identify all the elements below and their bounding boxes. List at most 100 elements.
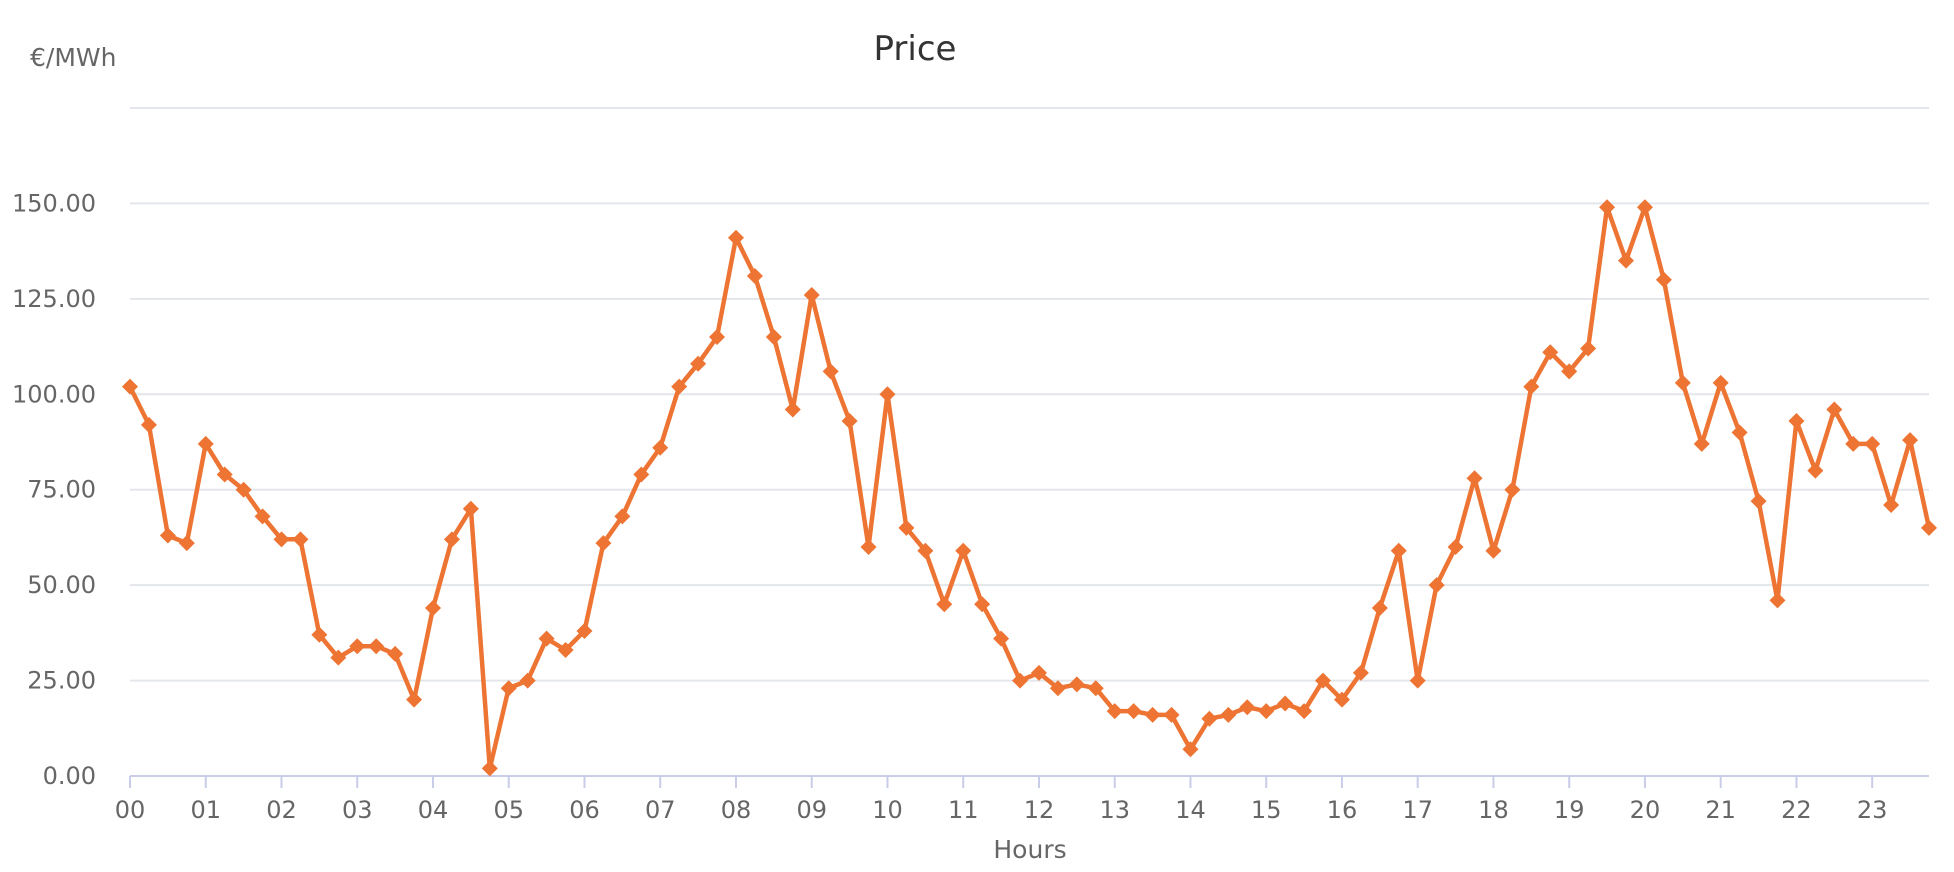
data-point[interactable] (822, 363, 839, 380)
data-point[interactable] (1712, 374, 1729, 391)
data-point[interactable] (1674, 374, 1691, 391)
data-point[interactable] (633, 466, 650, 483)
data-point[interactable] (311, 626, 328, 643)
data-point[interactable] (1807, 462, 1824, 479)
data-point[interactable] (1258, 703, 1275, 720)
data-point[interactable] (671, 378, 688, 395)
data-point[interactable] (1561, 363, 1578, 380)
data-point[interactable] (727, 229, 744, 246)
data-point[interactable] (1580, 340, 1597, 357)
data-point[interactable] (557, 642, 574, 659)
data-point[interactable] (462, 500, 479, 517)
data-point[interactable] (1163, 706, 1180, 723)
data-point[interactable] (917, 542, 934, 559)
data-point[interactable] (841, 413, 858, 430)
data-point[interactable] (1788, 413, 1805, 430)
x-tick-label: 19 (1554, 796, 1585, 824)
data-point[interactable] (368, 638, 385, 655)
data-point[interactable] (1428, 577, 1445, 594)
data-point[interactable] (140, 416, 157, 433)
data-point[interactable] (1182, 741, 1199, 758)
data-point[interactable] (1845, 435, 1862, 452)
data-point[interactable] (1826, 401, 1843, 418)
data-point[interactable] (178, 535, 195, 552)
data-point[interactable] (1447, 538, 1464, 555)
data-point[interactable] (614, 508, 631, 525)
data-point[interactable] (765, 329, 782, 346)
data-point[interactable] (538, 630, 555, 647)
data-point[interactable] (974, 596, 991, 613)
data-point[interactable] (443, 531, 460, 548)
data-point[interactable] (652, 439, 669, 456)
data-point[interactable] (235, 481, 252, 498)
data-point[interactable] (803, 287, 820, 304)
data-point[interactable] (1315, 672, 1332, 689)
data-point[interactable] (1542, 344, 1559, 361)
x-tick-label: 01 (190, 796, 221, 824)
data-point[interactable] (500, 680, 517, 697)
data-point[interactable] (273, 531, 290, 548)
data-point[interactable] (1618, 252, 1635, 269)
data-point[interactable] (1485, 542, 1502, 559)
data-point[interactable] (898, 519, 915, 536)
data-point[interactable] (1049, 680, 1066, 697)
data-point[interactable] (1220, 706, 1237, 723)
data-point[interactable] (159, 527, 176, 544)
data-point[interactable] (254, 508, 271, 525)
data-point[interactable] (349, 638, 366, 655)
data-point[interactable] (1599, 199, 1616, 216)
data-point[interactable] (1693, 435, 1710, 452)
x-tick-label: 14 (1175, 796, 1206, 824)
data-point[interactable] (292, 531, 309, 548)
data-point[interactable] (481, 760, 498, 777)
data-point[interactable] (1409, 672, 1426, 689)
data-point[interactable] (1902, 432, 1919, 449)
data-point[interactable] (1333, 691, 1350, 708)
data-point[interactable] (1296, 703, 1313, 720)
grid (130, 107, 1929, 682)
data-point[interactable] (197, 435, 214, 452)
data-point[interactable] (1144, 706, 1161, 723)
data-point[interactable] (1466, 470, 1483, 487)
data-point[interactable] (1239, 699, 1256, 716)
data-point[interactable] (1201, 710, 1218, 727)
data-point[interactable] (1523, 378, 1540, 395)
data-point[interactable] (784, 401, 801, 418)
data-point[interactable] (330, 649, 347, 666)
data-point[interactable] (709, 329, 726, 346)
data-point[interactable] (1655, 271, 1672, 288)
data-point[interactable] (1277, 695, 1294, 712)
data-point[interactable] (1769, 592, 1786, 609)
data-point[interactable] (746, 267, 763, 284)
data-point[interactable] (122, 378, 138, 395)
data-point[interactable] (387, 645, 404, 662)
data-point[interactable] (993, 630, 1010, 647)
data-point[interactable] (1068, 676, 1085, 693)
data-point[interactable] (424, 600, 441, 617)
data-point[interactable] (936, 596, 953, 613)
data-point[interactable] (1087, 680, 1104, 697)
data-point[interactable] (1883, 496, 1900, 513)
data-point[interactable] (1921, 519, 1937, 536)
data-point[interactable] (860, 538, 877, 555)
data-point[interactable] (1864, 435, 1881, 452)
data-point[interactable] (1750, 493, 1767, 510)
data-point[interactable] (1352, 664, 1369, 681)
data-point[interactable] (216, 466, 233, 483)
data-point[interactable] (1504, 481, 1521, 498)
data-point[interactable] (690, 355, 707, 372)
data-point[interactable] (1125, 703, 1142, 720)
data-point[interactable] (1106, 703, 1123, 720)
data-point[interactable] (406, 691, 423, 708)
data-point[interactable] (879, 386, 896, 403)
data-point[interactable] (595, 535, 612, 552)
data-point[interactable] (576, 622, 593, 639)
data-point[interactable] (1030, 664, 1047, 681)
data-point[interactable] (1012, 672, 1029, 689)
data-point[interactable] (519, 672, 536, 689)
data-point[interactable] (1371, 600, 1388, 617)
data-point[interactable] (1636, 199, 1653, 216)
data-point[interactable] (955, 542, 972, 559)
data-point[interactable] (1390, 542, 1407, 559)
data-point[interactable] (1731, 424, 1748, 441)
